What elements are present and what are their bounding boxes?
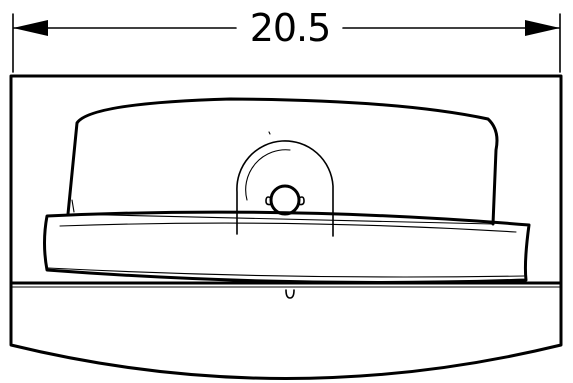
- dome-base-line: [67, 213, 494, 225]
- rim-collar: [43, 210, 531, 284]
- dimension-value: 20.5: [250, 6, 331, 50]
- dome-side-detail: [71, 199, 75, 213]
- base-housing: [9, 74, 563, 380]
- port-boss: [236, 140, 334, 237]
- boss-arch: [236, 140, 334, 237]
- screw-point-icon: [285, 289, 295, 299]
- base-outline: [9, 74, 563, 380]
- boss-inner-arch: [245, 149, 291, 201]
- rim-bottom-lip: [47, 267, 525, 278]
- dome-cover: [66, 97, 499, 226]
- rim-inner-line: [59, 222, 517, 233]
- dome-mark: [268, 131, 271, 135]
- dome-outline: [66, 97, 499, 226]
- bolt-icon: [265, 184, 305, 216]
- rim-outline: [43, 210, 531, 284]
- arrowhead-right-icon: [525, 20, 560, 36]
- arrowhead-left-icon: [13, 20, 48, 36]
- dimension-annotation: 20.5: [12, 6, 561, 73]
